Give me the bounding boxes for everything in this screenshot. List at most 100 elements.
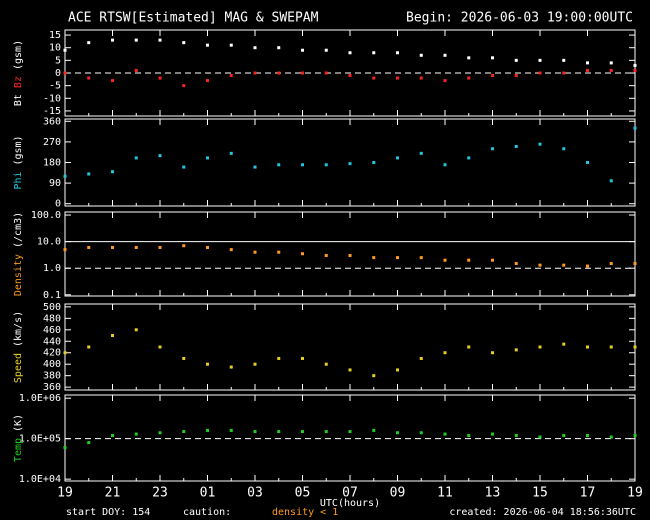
data-point: [182, 430, 186, 434]
y-tick-label: 380: [43, 371, 61, 382]
data-point: [491, 432, 494, 436]
data-point: [158, 246, 162, 250]
data-point: [609, 345, 613, 349]
data-point: [324, 254, 328, 258]
data-point: [443, 53, 447, 57]
y-axis-label-series: Bt: [13, 94, 24, 106]
data-point: [206, 428, 209, 432]
data-point: [633, 126, 637, 130]
y-axis-label: Temp (K): [13, 414, 24, 462]
data-point: [562, 263, 566, 267]
x-tick-label: 15: [532, 486, 548, 501]
data-point: [514, 74, 518, 78]
data-point: [277, 163, 281, 167]
data-point: [419, 76, 423, 80]
data-point: [609, 435, 613, 439]
data-point: [324, 48, 328, 52]
y-tick-label: 270: [43, 137, 61, 148]
x-tick-label: 09: [390, 486, 406, 501]
data-point: [277, 430, 281, 434]
data-point: [277, 71, 281, 75]
data-point: [253, 250, 257, 254]
data-point: [229, 151, 233, 155]
data-point: [609, 262, 613, 266]
data-point: [514, 433, 518, 437]
data-point: [372, 374, 376, 378]
caution: caution:: [183, 507, 231, 518]
data-point: [467, 345, 471, 349]
y-axis-label-unit: (gsm): [13, 40, 24, 70]
data-point: [301, 48, 304, 52]
data-point: [467, 258, 471, 262]
y-tick-label: 0.1: [43, 290, 61, 301]
data-point: [348, 162, 352, 166]
data-point: [87, 246, 91, 250]
data-point: [301, 71, 304, 75]
y-tick-label: 180: [43, 158, 61, 169]
start-doy: start DOY: 154: [66, 507, 150, 518]
y-tick-label: 360: [43, 116, 61, 127]
data-point: [609, 179, 613, 183]
y-tick-label: 5: [55, 55, 61, 66]
data-point: [206, 79, 209, 83]
panel-frame: [64, 394, 636, 482]
data-point: [63, 446, 67, 450]
data-point: [372, 256, 376, 260]
chart-title: ACE RTSW[Estimated] MAG & SWEPAM: [68, 11, 319, 26]
data-point: [182, 356, 186, 360]
data-point: [562, 58, 566, 62]
x-tick-label: 23: [152, 486, 168, 501]
panel-frame: [64, 211, 636, 297]
data-point: [253, 165, 257, 169]
data-point: [491, 74, 494, 78]
data-point: [491, 147, 494, 151]
data-point: [253, 71, 257, 75]
data-point: [253, 430, 257, 434]
data-point: [372, 428, 376, 432]
data-point: [372, 76, 376, 80]
y-tick-label: 420: [43, 348, 61, 359]
data-point: [419, 151, 423, 155]
data-point: [467, 56, 471, 60]
data-point: [633, 433, 637, 437]
data-point: [467, 156, 471, 160]
data-point: [134, 246, 138, 250]
data-point: [301, 252, 304, 256]
data-point: [182, 84, 186, 88]
data-point: [277, 356, 281, 360]
data-point: [419, 256, 423, 260]
data-point: [538, 263, 542, 267]
data-point: [372, 161, 376, 164]
y-tick-label: 100.0: [31, 210, 61, 221]
data-point: [87, 172, 91, 176]
data-point: [419, 356, 423, 360]
y-tick-label: 460: [43, 325, 61, 336]
y-axis-label-series: Speed: [13, 353, 24, 383]
data-point: [134, 328, 138, 332]
y-tick-label: 15: [49, 30, 61, 41]
y-tick-label: 0: [55, 199, 61, 210]
y-axis-label-unit: (K): [13, 414, 24, 432]
y-tick-label: 90: [49, 178, 61, 189]
y-tick-label: 10.0: [37, 237, 61, 248]
data-point: [562, 147, 566, 151]
data-point: [514, 58, 518, 62]
data-point: [111, 38, 114, 42]
data-point: [158, 431, 162, 435]
y-tick-label: -5: [49, 81, 61, 92]
data-point: [182, 165, 186, 169]
data-point: [111, 334, 114, 338]
data-point: [134, 156, 138, 160]
data-point: [63, 48, 67, 52]
data-point: [396, 431, 399, 435]
y-axis-label: Speed (km/s): [13, 311, 24, 383]
data-point: [609, 68, 613, 72]
y-axis-label: Phi (gsm): [13, 135, 24, 189]
data-point: [396, 256, 399, 260]
data-point: [562, 433, 566, 437]
data-point: [324, 163, 328, 167]
data-point: [443, 163, 447, 167]
data-point: [538, 58, 542, 62]
data-point: [206, 43, 209, 47]
x-tick-label: 21: [105, 486, 121, 501]
